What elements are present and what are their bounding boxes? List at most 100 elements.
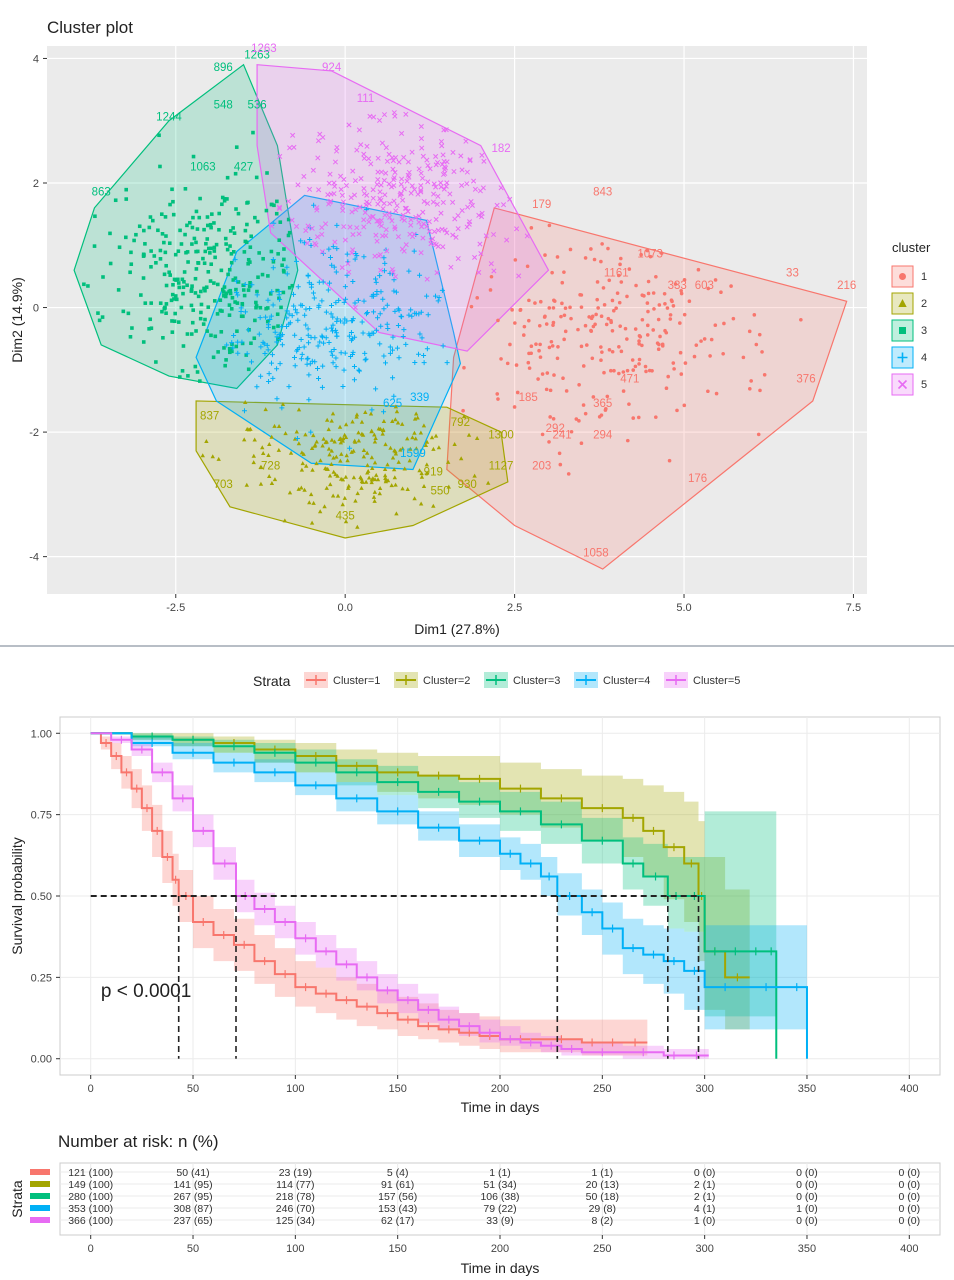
cluster-point xyxy=(320,334,326,340)
cluster-point xyxy=(411,248,417,254)
strata-legend: Strata Cluster=1 Cluster=2 Cluster=3 Cluster… xyxy=(253,672,740,689)
cluster-point xyxy=(132,238,136,243)
cluster-point xyxy=(328,325,334,331)
cluster-point xyxy=(339,451,344,456)
cluster-point xyxy=(243,400,248,405)
cluster-point xyxy=(702,337,707,341)
cluster-point xyxy=(186,260,190,264)
cluster-point xyxy=(179,305,184,310)
cluster-point xyxy=(223,363,227,368)
cluster-point xyxy=(579,344,584,349)
cluster-point xyxy=(423,443,429,448)
cluster-point xyxy=(296,407,302,412)
cluster-point xyxy=(375,477,381,482)
risk-table-cell: 0 (0) xyxy=(796,1191,818,1203)
risk-table-cell: 106 (38) xyxy=(480,1191,519,1203)
cluster-point xyxy=(263,314,269,320)
cluster-point xyxy=(505,361,510,366)
cluster-point xyxy=(371,114,377,120)
cluster-point xyxy=(369,407,375,413)
cluster-point xyxy=(406,268,412,274)
risk-table-axes: 0 50 100 150 200 250 300 350 400 xyxy=(88,1235,918,1255)
cluster-point xyxy=(407,458,412,463)
cluster-point xyxy=(525,264,530,269)
cluster-point xyxy=(614,306,618,310)
cluster-point-label: 703 xyxy=(214,479,233,491)
cluster-point xyxy=(358,176,364,182)
cluster-point xyxy=(643,364,648,369)
cluster-point xyxy=(481,158,487,164)
cluster-point xyxy=(645,301,650,305)
cluster-point xyxy=(758,388,762,393)
cluster-point xyxy=(193,276,198,281)
cluster-point xyxy=(400,446,405,451)
cluster-point xyxy=(228,229,233,233)
cluster-point xyxy=(455,256,461,262)
cluster-point xyxy=(351,475,357,480)
risk-table-cell: 33 (9) xyxy=(486,1215,513,1227)
cluster-point xyxy=(277,296,281,301)
cluster-point xyxy=(673,282,678,286)
cluster-point xyxy=(348,195,354,201)
cluster-point xyxy=(433,216,439,223)
risk-table-cell: 1 (1) xyxy=(489,1167,511,1179)
cluster-point xyxy=(619,349,624,354)
cluster-point xyxy=(276,204,282,210)
cluster-point xyxy=(272,423,277,428)
cluster-point xyxy=(420,209,426,215)
cluster-point xyxy=(267,442,272,447)
cluster-point xyxy=(401,217,408,223)
cluster-point xyxy=(255,289,259,294)
cluster-point xyxy=(194,329,198,333)
cluster-point xyxy=(294,348,300,354)
cluster-point xyxy=(443,127,449,133)
cluster-point xyxy=(174,278,178,282)
cluster-point xyxy=(615,291,620,295)
cluster-point xyxy=(610,329,615,333)
cluster-point xyxy=(355,297,361,303)
cluster-point xyxy=(631,368,636,372)
survival-y-tick-label: 1.00 xyxy=(31,728,52,740)
cluster-point xyxy=(595,297,599,302)
cluster-point xyxy=(260,339,266,345)
cluster-point xyxy=(399,176,405,182)
cluster-point xyxy=(293,223,300,229)
cluster-point xyxy=(311,500,316,505)
cluster-point xyxy=(548,388,553,393)
cluster-point xyxy=(329,418,334,423)
cluster-point xyxy=(696,267,701,272)
cluster-point xyxy=(514,226,520,232)
cluster-point xyxy=(558,462,563,467)
cluster-point xyxy=(198,316,203,321)
cluster-point xyxy=(164,311,168,316)
cluster-point xyxy=(757,332,762,337)
cluster-point xyxy=(327,473,333,478)
cluster-point xyxy=(381,112,388,118)
cluster-point xyxy=(306,186,313,192)
cluster-point xyxy=(472,186,478,192)
cluster-point xyxy=(270,302,276,308)
cluster-point xyxy=(446,484,451,489)
risk-x-tick-label: 100 xyxy=(286,1243,304,1255)
cluster-point xyxy=(358,474,363,479)
survival-plot-ylabel: Survival probability xyxy=(9,837,25,955)
cluster-point xyxy=(621,370,626,374)
cluster-point-label: 792 xyxy=(451,417,470,429)
cluster-point xyxy=(171,199,175,204)
cluster-point xyxy=(319,224,325,231)
cluster-point xyxy=(143,242,147,246)
cluster-point xyxy=(616,273,621,278)
cluster-point xyxy=(382,467,388,472)
cluster-point xyxy=(231,249,236,254)
cluster-point xyxy=(197,215,202,220)
cluster-point xyxy=(389,218,395,224)
cluster-point xyxy=(326,246,332,252)
risk-table-cell: 125 (34) xyxy=(276,1215,315,1227)
cluster-point xyxy=(433,153,439,159)
cluster-point xyxy=(476,212,482,218)
cluster-point xyxy=(419,335,425,341)
cluster-point xyxy=(342,350,348,356)
cluster-point xyxy=(441,186,447,192)
cluster-point xyxy=(421,198,427,204)
cluster-point xyxy=(249,282,255,288)
